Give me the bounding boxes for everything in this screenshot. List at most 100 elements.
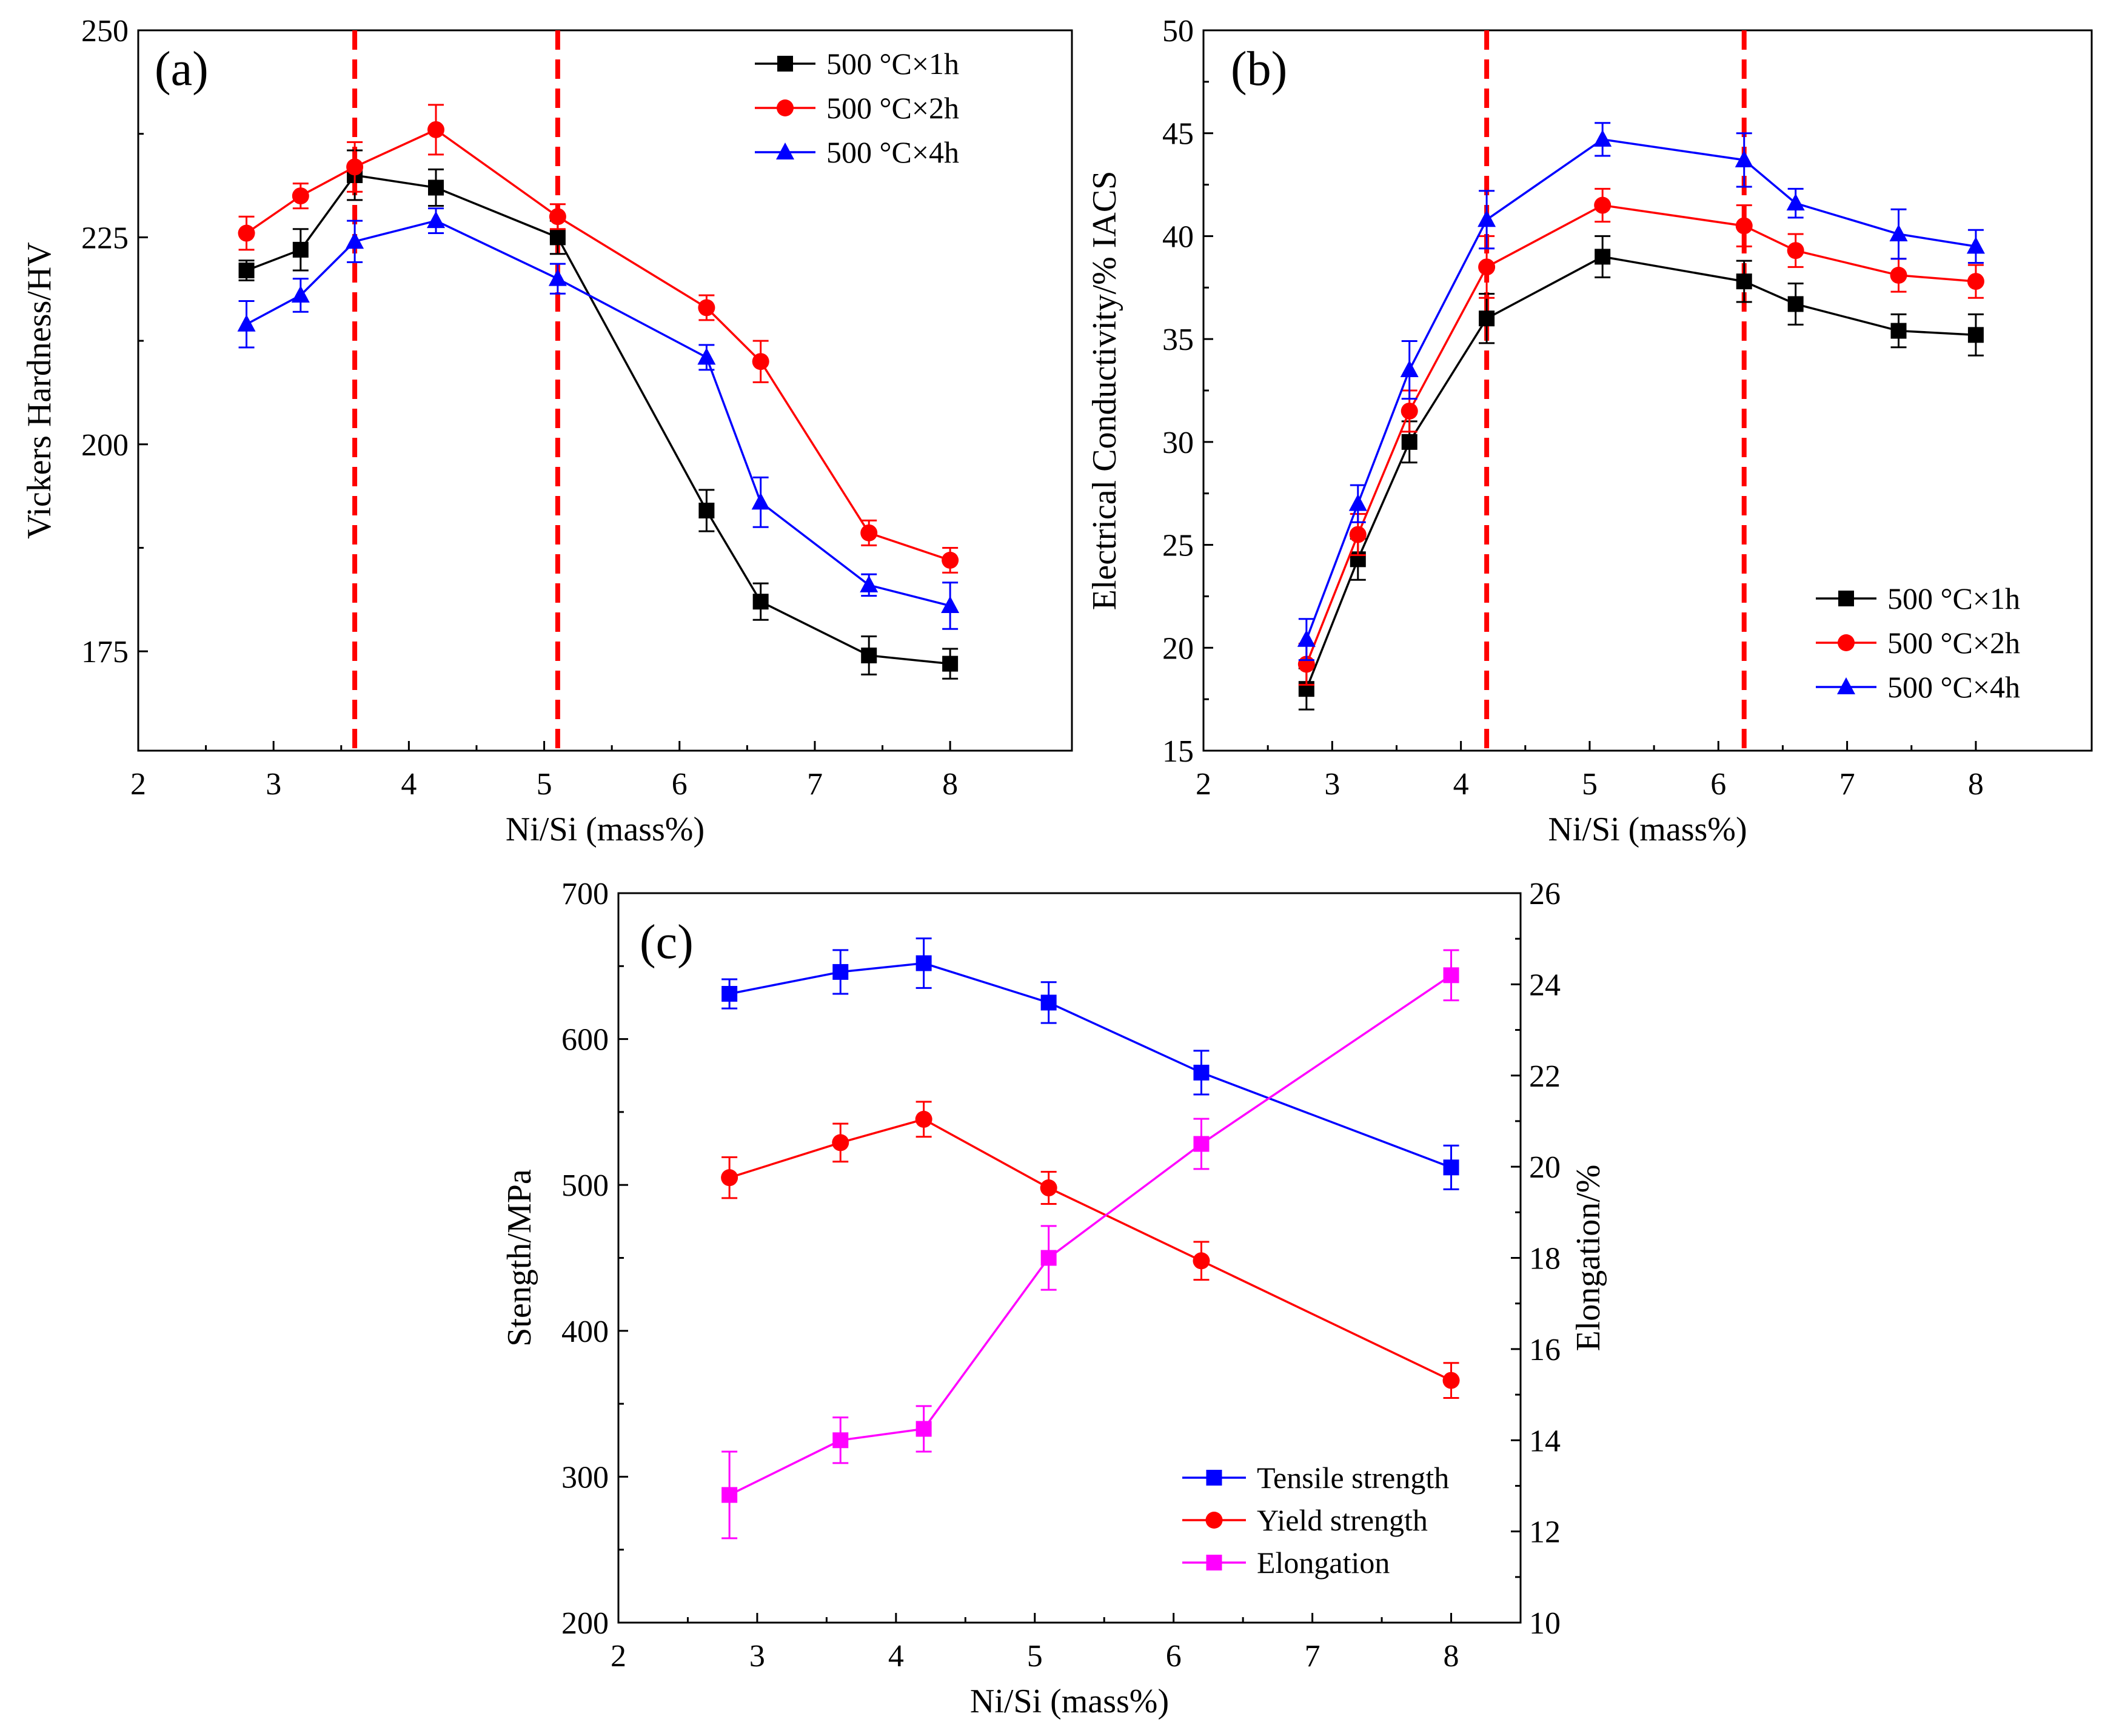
y-tick-label: 200 [81,428,129,463]
data-point [915,955,932,971]
legend-label: 500 °C×4h [826,135,959,169]
x-tick-label: 5 [1582,767,1598,802]
panel-label: (b) [1231,42,1287,96]
data-point [698,503,715,518]
y-tick-label: 50 [1162,14,1194,49]
data-point [915,1110,932,1128]
y-tick-label: 25 [1162,529,1194,563]
data-point [1297,629,1316,647]
chart-a: 2 3 4 5 6 7 8 175 200 225 250 Ni/Si (mass%) Vickers … [21,14,1073,848]
data-point [752,594,769,610]
legend-marker [1206,1470,1222,1486]
y2-tick-label: 20 [1529,1150,1561,1185]
data-point [942,655,959,672]
data-point [238,224,255,242]
data-point [346,158,364,176]
x-tick-label: 3 [1324,767,1340,802]
chart-c: 2 3 4 5 6 7 8 200 300 400 500 600 700 10 12 14 16 18 20 22 2… [501,877,1607,1720]
data-point [1443,967,1459,984]
y2-tick-label: 22 [1529,1059,1561,1094]
data-point [292,241,309,258]
x-axis-label: Ni/Si (mass%) [1548,811,1747,848]
y-tick-label: 400 [561,1315,609,1349]
data-point [860,575,879,592]
data-point [1401,402,1418,420]
data-point [549,229,566,246]
data-point [427,211,446,229]
y-tick-label: 200 [561,1606,609,1641]
data-point [1594,196,1612,214]
data-point [1735,217,1753,235]
y-tick-label: 40 [1162,220,1194,254]
legend: Tensile strength Yield strength Elongation [1182,1461,1449,1580]
data-point [1348,494,1367,511]
data-point [832,1134,849,1151]
y-tick-label: 225 [81,221,129,255]
x-tick-label: 7 [1305,1639,1320,1674]
x-tick-label: 5 [537,767,552,802]
series-500-c-1h [238,149,959,680]
data-point [548,269,567,286]
y2-tick-label: 14 [1529,1424,1561,1458]
series-500-c-2h [1297,187,1984,686]
y2-tick-label: 16 [1529,1333,1561,1367]
legend-marker [1837,677,1855,694]
series-line [1305,138,1976,640]
legend: 500 °C×1h 500 °C×2h 500 °C×4h [755,47,959,169]
data-point [1967,273,1984,290]
data-point [942,551,959,569]
y2-tick-label: 10 [1529,1606,1561,1641]
data-point [238,263,255,278]
legend-label: Yield strength [1257,1503,1428,1537]
panel-label: (a) [155,42,209,96]
y-tick-label: 500 [561,1168,609,1203]
data-point [751,492,770,510]
data-point [832,1432,849,1449]
legend-marker [1838,591,1854,606]
data-point [860,524,878,541]
series-line [246,220,951,607]
data-point [1443,1159,1459,1176]
data-point [1478,258,1496,276]
legend-label: 500 °C×1h [1887,581,2020,615]
legend-marker [776,142,794,159]
series-line [729,974,1452,1496]
data-point [1735,150,1753,167]
series-500-c-2h [238,104,959,574]
data-point [427,121,445,138]
data-point [1593,129,1612,147]
data-point [1349,526,1367,543]
x-tick-label: 3 [266,767,281,802]
y2-axis-label: Elongation/% [1570,1165,1607,1352]
x-tick-label: 2 [130,767,146,802]
data-point [941,596,960,614]
legend-marker [777,56,793,72]
series-line [729,1118,1452,1382]
data-point [721,1169,738,1187]
data-point [1478,210,1496,227]
legend-label: 500 °C×2h [826,91,959,125]
legend-label: 500 °C×4h [1887,670,2020,704]
legend: 500 °C×1h 500 °C×2h 500 °C×4h [1816,581,2020,704]
data-point [697,347,716,365]
x-tick-label: 6 [1166,1639,1182,1674]
series-500-c-4h [1297,122,1985,662]
legend-marker [1838,634,1855,651]
data-point [1401,434,1417,450]
data-point [1966,236,1985,254]
data-point [237,314,256,332]
data-point [832,964,849,980]
y-tick-label: 30 [1162,426,1194,460]
y-axis-label: Vickers Hardness/HV [21,242,58,539]
legend-marker [1205,1512,1223,1529]
data-point [1193,1064,1210,1081]
x-tick-label: 6 [672,767,688,802]
data-point [1736,273,1752,290]
series-500-c-1h [1298,235,1984,711]
y-tick-label: 600 [561,1023,609,1057]
y2-tick-label: 18 [1529,1242,1561,1276]
series-line [729,962,1452,1168]
y2-tick-label: 24 [1529,968,1561,1002]
data-point [1787,242,1804,260]
